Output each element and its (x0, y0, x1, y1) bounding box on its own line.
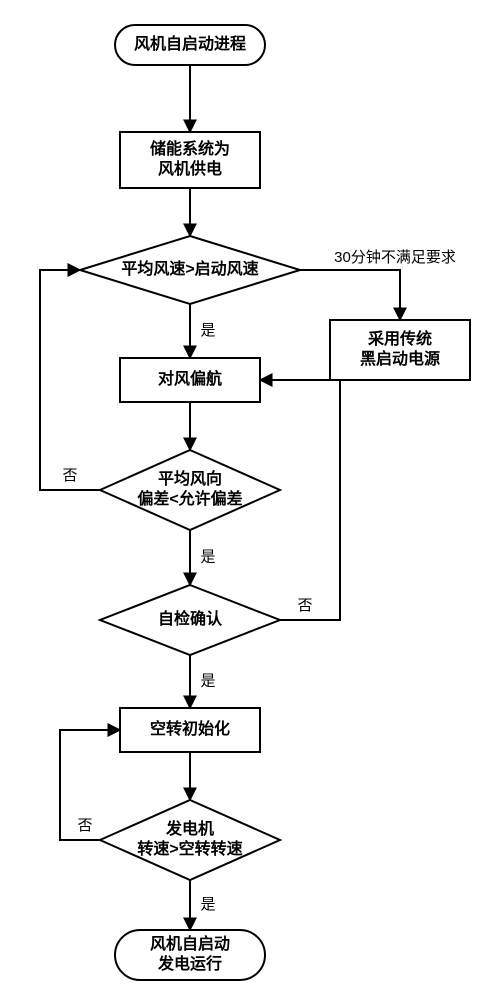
svg-text:风机自启动: 风机自启动 (150, 934, 230, 953)
svg-text:对风偏航: 对风偏航 (158, 369, 222, 388)
svg-text:风机自启动进程: 风机自启动进程 (134, 34, 246, 53)
svg-text:是: 是 (200, 672, 215, 689)
svg-text:转速>空转转速: 转速>空转转速 (137, 839, 242, 858)
svg-text:发电运行: 发电运行 (157, 954, 222, 973)
node-d4 (100, 800, 280, 880)
node-d2 (100, 450, 280, 530)
svg-text:是: 是 (200, 322, 215, 339)
svg-text:采用传统: 采用传统 (367, 329, 432, 348)
flowchart: 风机自启动进程储能系统为风机供电平均风速>启动风速采用传统黑启动电源对风偏航平均… (0, 0, 503, 1000)
svg-text:偏差<允许偏差: 偏差<允许偏差 (137, 489, 242, 508)
svg-text:风机供电: 风机供电 (158, 159, 222, 178)
svg-text:平均风速>启动风速: 平均风速>启动风速 (121, 259, 258, 278)
node-side (330, 320, 470, 380)
svg-text:发电机: 发电机 (165, 819, 214, 838)
svg-text:否: 否 (297, 597, 312, 614)
svg-text:是: 是 (200, 548, 215, 565)
svg-text:空转初始化: 空转初始化 (150, 719, 230, 738)
svg-text:平均风向: 平均风向 (158, 469, 222, 488)
svg-text:否: 否 (77, 817, 92, 834)
svg-text:储能系统为: 储能系统为 (149, 139, 230, 158)
svg-text:是: 是 (200, 896, 215, 913)
svg-text:自检确认: 自检确认 (158, 609, 223, 628)
svg-text:黑启动电源: 黑启动电源 (360, 349, 440, 368)
svg-text:30分钟不满足要求: 30分钟不满足要求 (334, 249, 456, 266)
svg-text:否: 否 (62, 467, 77, 484)
